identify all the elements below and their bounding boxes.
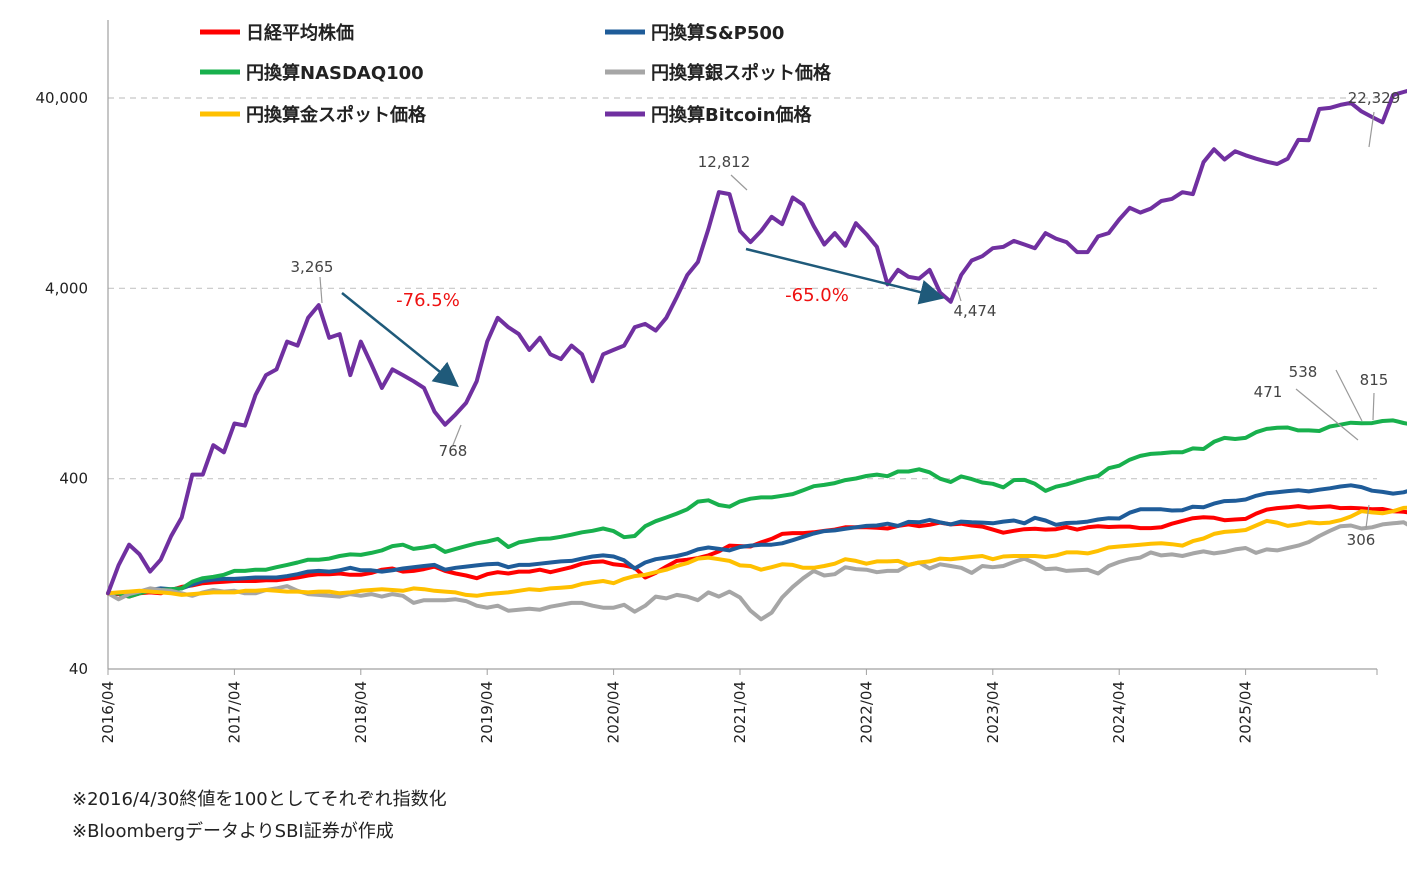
y-tick-label: 4,000 <box>45 279 88 297</box>
drawdown-arrow-1 <box>341 292 459 388</box>
y-tick-label: 40,000 <box>36 89 89 107</box>
y-tick-label: 40 <box>69 660 88 678</box>
data-label: 538 <box>1289 363 1318 381</box>
footnote-2: ※Bloombergデータより​SBI証券が作成 <box>72 821 394 842</box>
data-label: 768 <box>439 442 468 460</box>
x-tick-label: 2017/04 <box>225 681 243 743</box>
x-tick-label: 2020/04 <box>605 681 623 743</box>
drawdown-arrow-2 <box>745 247 945 305</box>
series-line-4 <box>106 505 1407 598</box>
legend-label-1: 円換算S&P500 <box>651 22 784 44</box>
x-tick-label: 2016/04 <box>99 681 117 743</box>
footnotes: ※2016/4/30終値を100としてそれぞれ指数化 ※Bloombergデータ… <box>72 784 447 848</box>
data-label: 471 <box>1254 383 1283 401</box>
series-line-3 <box>106 520 1407 622</box>
data-label: 12,812 <box>698 153 751 171</box>
y-tick-label: 400 <box>59 470 88 488</box>
series-lines <box>106 89 1407 622</box>
leader-line <box>1368 111 1375 148</box>
chart-svg: 40 400 4,000 40,000 2016/04 2017/04 2018/04 201… <box>36 20 1407 743</box>
drawdown-label-1: -76.5% <box>396 290 460 311</box>
series-line-5 <box>106 89 1407 596</box>
legend-label-3: 円換算銀スポット価格 <box>651 62 832 84</box>
x-tick-label: 2023/04 <box>984 681 1002 743</box>
x-tick-label: 2019/04 <box>478 681 496 743</box>
legend-label-4: 円換算金スポット価格 <box>246 104 427 126</box>
leader-line <box>1295 388 1359 441</box>
legend-label-0: 日経平均株価 <box>246 22 354 44</box>
leader-line <box>1365 504 1370 529</box>
leader-line <box>319 276 323 304</box>
data-label: 3,265 <box>291 258 334 276</box>
x-tick-label: 2025/04 <box>1237 681 1255 743</box>
drawdown-label-2: -65.0% <box>785 285 849 306</box>
data-label: 815 <box>1360 371 1389 389</box>
leader-line <box>1372 392 1375 421</box>
x-tick-label: 2022/04 <box>857 681 875 743</box>
data-label: 4,474 <box>954 302 997 320</box>
footnote-1: ※2016/4/30終値を100としてそれぞれ指数化 <box>72 789 447 810</box>
data-label: 306 <box>1347 531 1376 549</box>
leader-line <box>730 174 748 191</box>
data-labels: 3,265 768 12,812 4,474 22,329 815 538 471 306 <box>291 89 1401 549</box>
series-line-1 <box>106 483 1407 596</box>
x-tick-label: 2018/04 <box>352 681 370 743</box>
series-line-2 <box>106 418 1407 599</box>
data-label: 22,329 <box>1348 89 1401 107</box>
leader-line <box>954 281 962 302</box>
x-tick-label: 2021/04 <box>731 681 749 743</box>
leader-line <box>452 424 462 446</box>
x-tick-label: 2024/04 <box>1110 681 1128 743</box>
grid <box>108 97 1377 480</box>
axes: 40 400 4,000 40,000 2016/04 2017/04 2018/04 201… <box>36 20 1378 743</box>
leader-line <box>1335 369 1363 422</box>
annotations: -76.5% -65.0% <box>341 247 945 388</box>
legend-label-2: 円換算NASDAQ100 <box>246 62 424 84</box>
legend-label-5: 円換算Bitcoin価格 <box>651 104 813 126</box>
